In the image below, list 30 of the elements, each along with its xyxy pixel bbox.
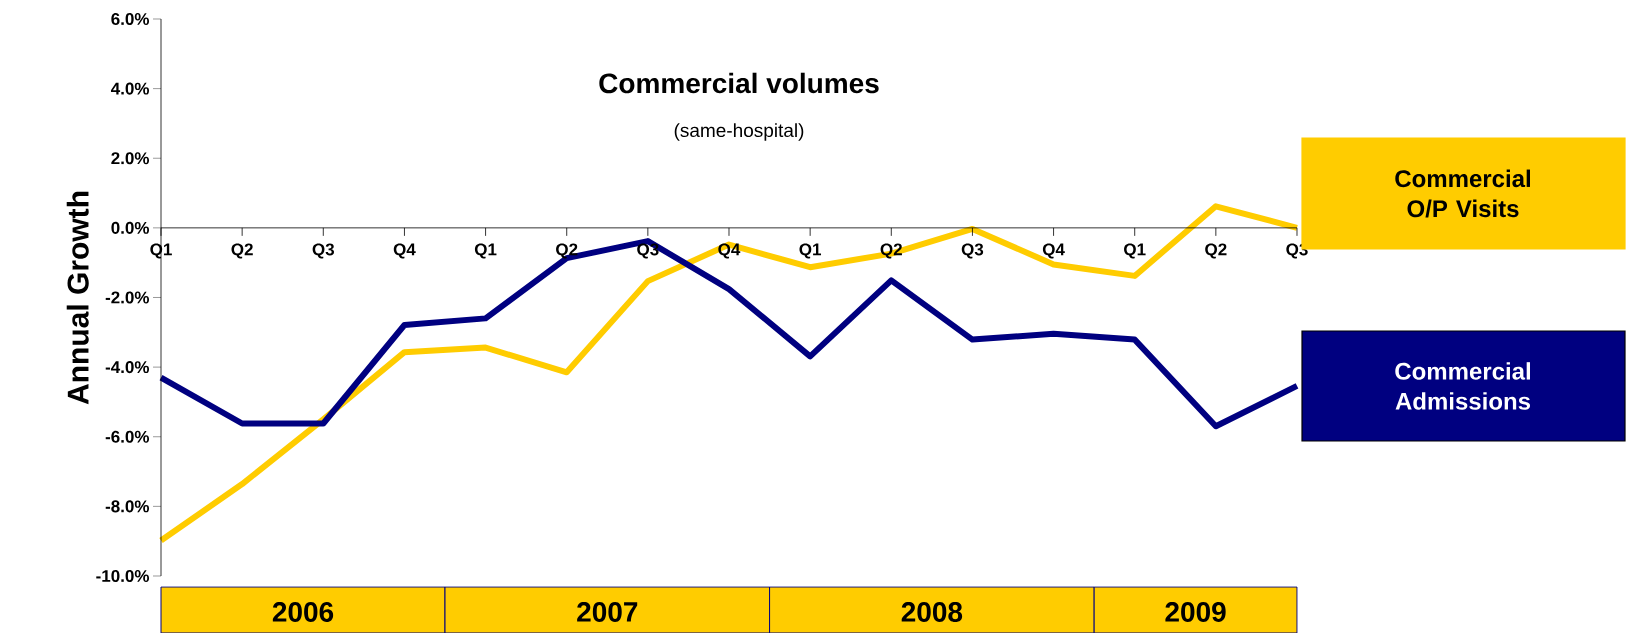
x-tick-label: Q2 xyxy=(556,243,578,259)
y-tick-label: -8.0% xyxy=(105,500,150,513)
y-axis-title: Annual Growth xyxy=(66,191,89,404)
x-tick-label: Q4 xyxy=(1042,243,1065,259)
text: Commercial Admissions xyxy=(1395,361,1531,410)
text: Commercial O/P Visits xyxy=(1395,169,1530,218)
y-tick-label: -4.0% xyxy=(105,360,150,373)
x-tick-label: Q1 xyxy=(150,243,172,259)
y-tick-label: -6.0% xyxy=(105,430,150,443)
x-tick-label: Q4 xyxy=(393,243,416,259)
y-tick-label: -2.0% xyxy=(105,291,150,304)
y-tick-label: 6.0% xyxy=(111,12,150,25)
x-tick-label: Q1 xyxy=(799,243,822,259)
x-tick-label: Q3 xyxy=(637,243,659,259)
text: 2009 xyxy=(1165,601,1226,622)
x-tick-label: Q2 xyxy=(231,243,253,259)
x-tick-label: Q1 xyxy=(1124,243,1146,259)
y-tick-label: 0.0% xyxy=(111,221,150,234)
y-tick-label: 2.0% xyxy=(111,151,150,165)
x-tick-label: Q1 xyxy=(474,243,497,259)
y-tick-label: -10.0% xyxy=(96,569,150,582)
x-tick-label: Q3 xyxy=(312,243,335,259)
text: (same-hospital) xyxy=(674,122,804,141)
x-tick-label: Q2 xyxy=(1205,243,1227,259)
y-tick-label: 4.0% xyxy=(110,82,150,95)
text: 2006 xyxy=(272,601,334,622)
x-tick-label: Q3 xyxy=(961,243,984,259)
text: 2007 xyxy=(577,601,638,622)
text: 2008 xyxy=(901,601,963,622)
text: Commercial volumes xyxy=(599,72,879,94)
